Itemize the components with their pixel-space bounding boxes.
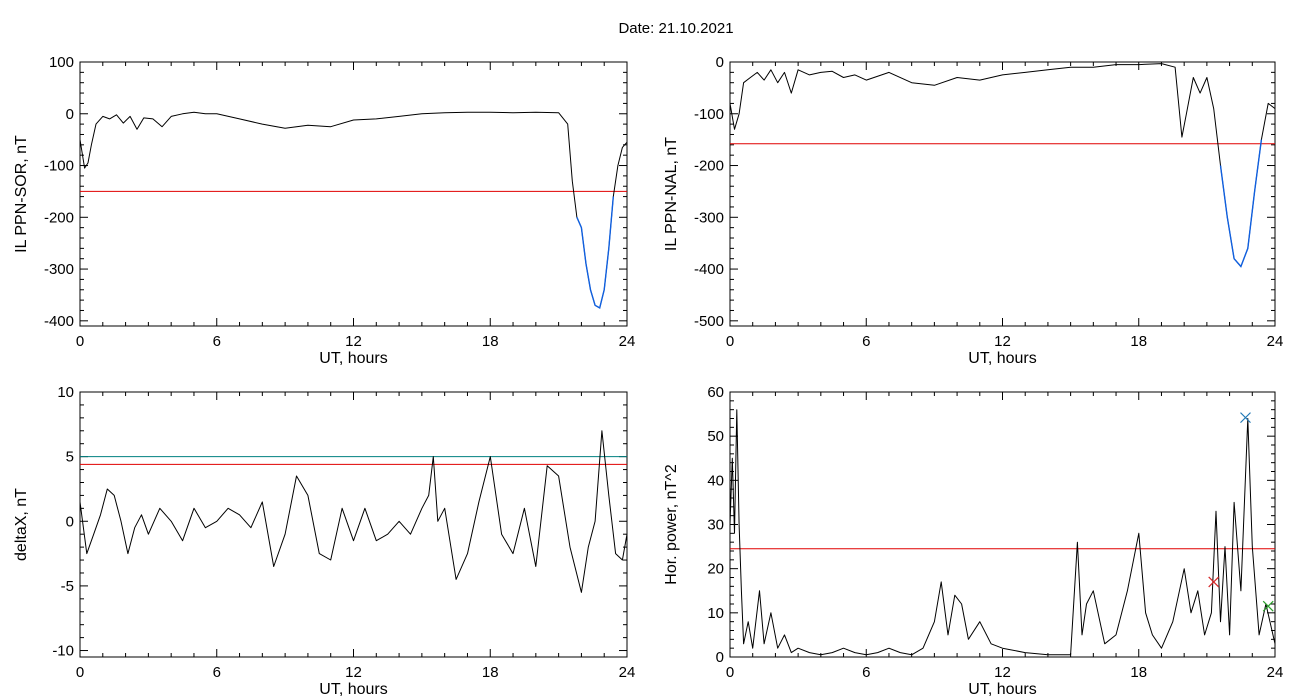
y-tick-label: -200 xyxy=(44,209,74,226)
highlight-segment xyxy=(576,196,614,309)
y-tick-label: 0 xyxy=(716,54,724,71)
y-tick-label: -10 xyxy=(52,643,74,660)
y-tick-label: -100 xyxy=(694,106,724,123)
y-tick-label: 100 xyxy=(49,54,74,71)
x-tick-label: 18 xyxy=(1130,333,1147,350)
highlight-segment xyxy=(1219,139,1263,268)
data-series-line xyxy=(729,409,1276,656)
y-tick-label: 0 xyxy=(716,649,724,666)
x-axis-label: UT, hours xyxy=(968,681,1036,698)
cross-marker xyxy=(1262,600,1274,612)
y-tick-label: 0 xyxy=(66,106,74,123)
x-axis-label: UT, hours xyxy=(968,350,1036,367)
plot-frame xyxy=(729,391,1276,658)
x-tick-label: 18 xyxy=(482,333,499,350)
x-tick-label: 0 xyxy=(726,664,734,681)
x-tick-label: 18 xyxy=(1130,664,1147,681)
y-tick-label: -5 xyxy=(61,578,74,595)
y-tick-label: -200 xyxy=(694,158,724,175)
y-tick-label: -100 xyxy=(44,158,74,175)
x-tick-label: 6 xyxy=(213,664,221,681)
x-axis-label: UT, hours xyxy=(319,350,387,367)
x-tick-label: 0 xyxy=(726,333,734,350)
y-tick-label: 60 xyxy=(707,384,724,401)
y-tick-label: -300 xyxy=(694,209,724,226)
data-series-line xyxy=(729,63,1276,267)
data-series-line xyxy=(79,430,628,593)
y-tick-label: 40 xyxy=(707,472,724,489)
y-tick-label: 5 xyxy=(66,449,74,466)
y-tick-label: -400 xyxy=(44,313,74,330)
plot-frame xyxy=(729,61,1276,327)
chart-panel-nal: 0 6 12 18 24 0 -100 -200 -300 -400 -500 UT, hours IL… xyxy=(663,54,1283,367)
y-axis-label: deltaX, nT xyxy=(13,488,30,561)
cross-marker xyxy=(1208,576,1220,588)
x-tick-label: 24 xyxy=(619,333,636,350)
x-tick-label: 24 xyxy=(619,664,636,681)
x-tick-label: 0 xyxy=(76,333,84,350)
date-label: Date: 21.10.2021 xyxy=(618,20,733,37)
x-axis-label: UT, hours xyxy=(319,681,387,698)
y-tick-label: 30 xyxy=(707,517,724,534)
x-tick-label: 6 xyxy=(862,333,870,350)
data-series-line xyxy=(79,111,628,309)
cross-marker xyxy=(1240,412,1251,424)
y-tick-label: 20 xyxy=(707,561,724,578)
x-tick-label: 6 xyxy=(862,664,870,681)
x-tick-label: 12 xyxy=(345,333,362,350)
x-tick-label: 18 xyxy=(482,664,499,681)
x-tick-label: 12 xyxy=(994,664,1011,681)
plot-frame xyxy=(79,61,628,327)
y-tick-label: 10 xyxy=(57,384,74,401)
y-tick-label: 0 xyxy=(66,513,74,530)
y-axis-label: IL PPN-SOR, nT xyxy=(13,135,30,253)
x-tick-label: 24 xyxy=(1267,664,1284,681)
y-axis-label: IL PPN-NAL, nT xyxy=(663,137,680,251)
y-tick-label: 10 xyxy=(707,605,724,622)
x-tick-label: 12 xyxy=(345,664,362,681)
y-axis-label: Hor. power, nT^2 xyxy=(663,464,680,585)
x-tick-label: 12 xyxy=(994,333,1011,350)
x-tick-label: 0 xyxy=(76,664,84,681)
x-tick-label: 24 xyxy=(1267,333,1284,350)
y-tick-label: -300 xyxy=(44,261,74,278)
plot-frame xyxy=(79,391,628,658)
x-tick-label: 6 xyxy=(213,333,221,350)
chart-panel-deltax: 0 6 12 18 24 10 5 0 -5 -10 UT, hours deltaX, nT xyxy=(13,384,635,698)
chart-panel-power: 0 6 12 18 24 60 50 40 30 20 10 0 UT, hours Hor. power… xyxy=(663,384,1283,698)
y-tick-label: 50 xyxy=(707,428,724,445)
y-tick-label: -500 xyxy=(694,313,724,330)
y-tick-label: -400 xyxy=(694,261,724,278)
chart-panel-sor: 0 6 12 18 24 100 0 -100 -200 -300 -400 UT, hours IL … xyxy=(13,54,635,367)
